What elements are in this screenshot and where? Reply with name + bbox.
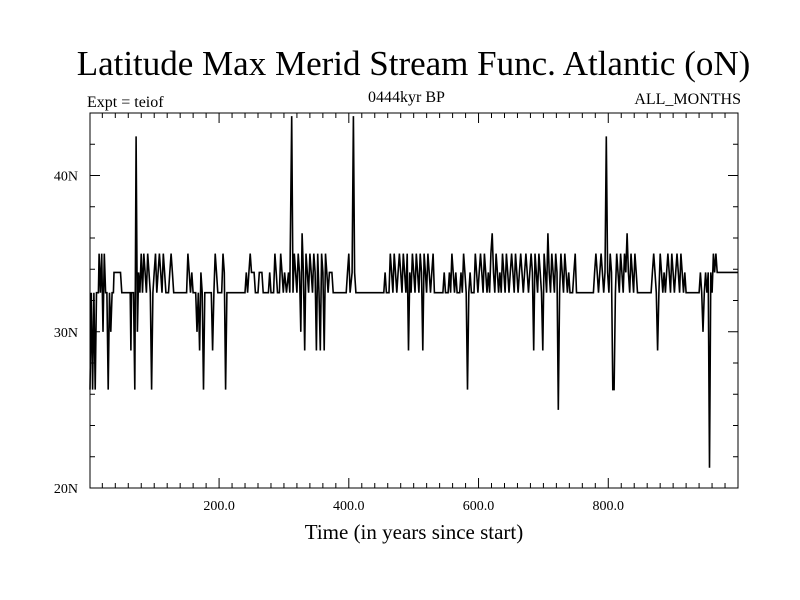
tick-marks (90, 113, 738, 488)
plot-frame (89, 112, 739, 489)
series-line (89, 116, 738, 468)
x-tick-label: 800.0 (593, 499, 625, 514)
x-axis-label: Time (in years since start) (304, 520, 524, 544)
chart-title: Latitude Max Merid Stream Func. Atlantic… (76, 44, 751, 83)
y-tick-label: 40N (54, 170, 78, 185)
x-tick-label: 400.0 (333, 499, 365, 514)
x-tick-label: 200.0 (203, 499, 235, 514)
chart-subtitle: 0444kyr BP (368, 89, 445, 106)
experiment-label: Expt = teiof (87, 94, 164, 111)
y-tick-label: 30N (54, 326, 78, 341)
y-tick-label: 20N (54, 482, 78, 497)
tick-labels: 200.0 400.0 600.0 800.0 20N 30N 40N (54, 170, 624, 515)
period-label: ALL_MONTHS (634, 91, 741, 108)
x-tick-label: 600.0 (463, 499, 495, 514)
